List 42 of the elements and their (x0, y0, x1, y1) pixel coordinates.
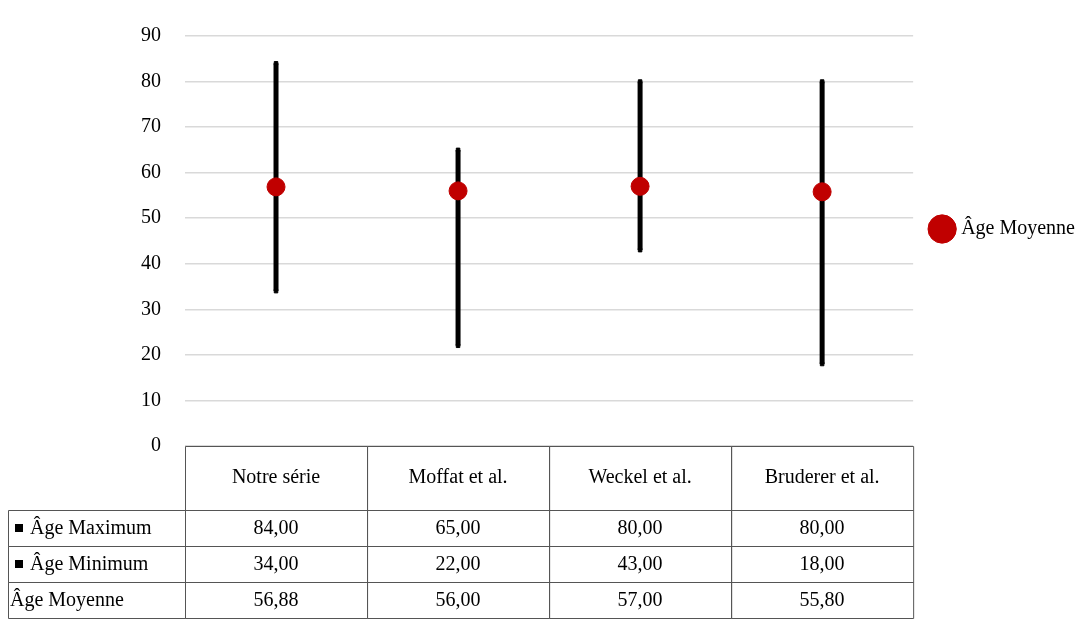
data-label: 84,00 (253, 516, 299, 539)
point (630, 176, 650, 196)
data-label: 56,00 (435, 588, 481, 611)
data-label: 80,00 (799, 516, 845, 539)
point (273, 61, 279, 66)
y-tick-label: 90 (141, 23, 161, 46)
data-label: 22,00 (435, 552, 481, 575)
data-label: 55,80 (799, 588, 845, 611)
point (637, 247, 643, 253)
point (266, 177, 286, 197)
y-tick-label: 40 (141, 251, 161, 274)
data-label: 43,00 (617, 552, 663, 575)
data-label: 65,00 (435, 516, 481, 539)
x-tick-label: Bruderer et al. (764, 465, 880, 488)
point (455, 147, 461, 153)
text: Âge Moyenne (10, 588, 124, 611)
data-label: 80,00 (617, 516, 663, 539)
y-tick-label: 0 (151, 433, 161, 456)
data-label: 18,00 (799, 552, 845, 575)
point (273, 288, 279, 294)
y-tick-label: 20 (141, 342, 161, 365)
legend-label: Âge Maximum (30, 516, 153, 540)
x-tick-label: Weckel et al. (588, 465, 692, 488)
data-label: 56,88 (253, 588, 299, 611)
point (448, 181, 468, 201)
legend-label: Âge Minimum (30, 552, 149, 576)
x-tick-label: Moffat et al. (408, 465, 508, 488)
data-label: 34,00 (253, 552, 299, 575)
point (637, 79, 643, 84)
y-tick-label: 80 (141, 68, 161, 91)
y-tick-label: 10 (141, 387, 161, 410)
y-tick-label: 60 (141, 159, 161, 182)
y-tick-label: 50 (141, 205, 161, 228)
legend-label: Âge Moyenne (961, 216, 1076, 240)
point (812, 182, 832, 202)
y-tick-label: 30 (141, 296, 161, 319)
point (819, 361, 825, 367)
data-label: 57,00 (617, 588, 663, 611)
x-tick-label: Notre série (231, 465, 321, 488)
y-tick-label: 70 (141, 114, 161, 137)
point (819, 79, 825, 84)
point (455, 343, 461, 349)
